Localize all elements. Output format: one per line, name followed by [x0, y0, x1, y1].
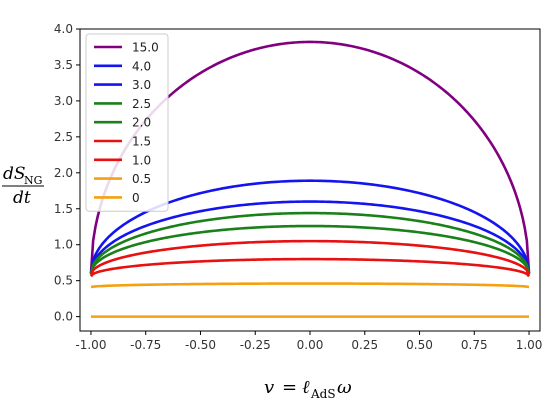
- y-tick-label-3: 1.5: [54, 202, 73, 216]
- x-tick-label-0: -1.00: [75, 338, 106, 352]
- legend-label-4: 2.0: [132, 116, 151, 130]
- x-axis-label: v = ℓ AdS ω: [264, 377, 352, 401]
- legend-label-1: 4.0: [132, 59, 151, 73]
- x-label-var: v: [264, 377, 274, 398]
- x-axis-ticks: -1.00 -0.75 -0.50 -0.25 0.00 0.25 0.50 0.75 1.00: [75, 331, 542, 352]
- legend-label-8: 0: [132, 191, 140, 205]
- y-label-numerator: dS: [3, 164, 26, 184]
- x-tick-label-1: -0.75: [130, 338, 161, 352]
- y-tick-label-4: 2.0: [54, 166, 73, 180]
- y-tick-label-0: 0.0: [54, 310, 73, 324]
- legend-label-6: 1.0: [132, 153, 151, 167]
- y-axis-label: dS NG dt: [2, 164, 44, 208]
- series-line-3: [89, 211, 531, 274]
- x-label-omega: ω: [337, 377, 352, 398]
- x-tick-label-7: 0.75: [461, 338, 488, 352]
- y-label-numerator-sub: NG: [24, 174, 42, 187]
- x-tick-label-5: 0.25: [351, 338, 378, 352]
- legend-label-2: 3.0: [132, 78, 151, 92]
- legend-label-0: 15.0: [132, 41, 159, 55]
- y-tick-label-1: 0.5: [54, 274, 73, 288]
- x-tick-label-3: -0.25: [240, 338, 271, 352]
- y-tick-label-8: 4.0: [54, 22, 73, 36]
- y-tick-label-2: 1.0: [54, 238, 73, 252]
- legend-label-3: 2.5: [132, 97, 151, 111]
- y-tick-label-6: 3.0: [54, 94, 73, 108]
- y-axis-ticks: 0.0 0.5 1.0 1.5 2.0 2.5 3.0 3.5 4.0: [54, 22, 80, 324]
- x-label-sub: AdS: [310, 387, 336, 401]
- x-tick-label-4: 0.00: [297, 338, 324, 352]
- series-line-5: [89, 239, 531, 276]
- x-tick-label-2: -0.50: [185, 338, 216, 352]
- legend-label-7: 0.5: [132, 172, 151, 186]
- y-tick-label-5: 2.5: [54, 130, 73, 144]
- x-tick-label-8: 1.00: [516, 338, 543, 352]
- legend: 15.0 4.0 3.0 2.5 2.0 1.5 1.0 0.5 0: [85, 33, 169, 212]
- y-tick-label-7: 3.5: [54, 58, 73, 72]
- series-line-4: [89, 224, 531, 274]
- series-line-7: [90, 282, 530, 289]
- legend-label-5: 1.5: [132, 135, 151, 149]
- x-label-ell: ℓ: [302, 377, 310, 398]
- series-line-6: [89, 257, 531, 278]
- series-line-2: [89, 200, 531, 274]
- x-label-equals: =: [282, 377, 297, 398]
- legend-box: [85, 33, 169, 212]
- x-tick-label-6: 0.50: [406, 338, 433, 352]
- y-label-denominator: dt: [13, 188, 31, 208]
